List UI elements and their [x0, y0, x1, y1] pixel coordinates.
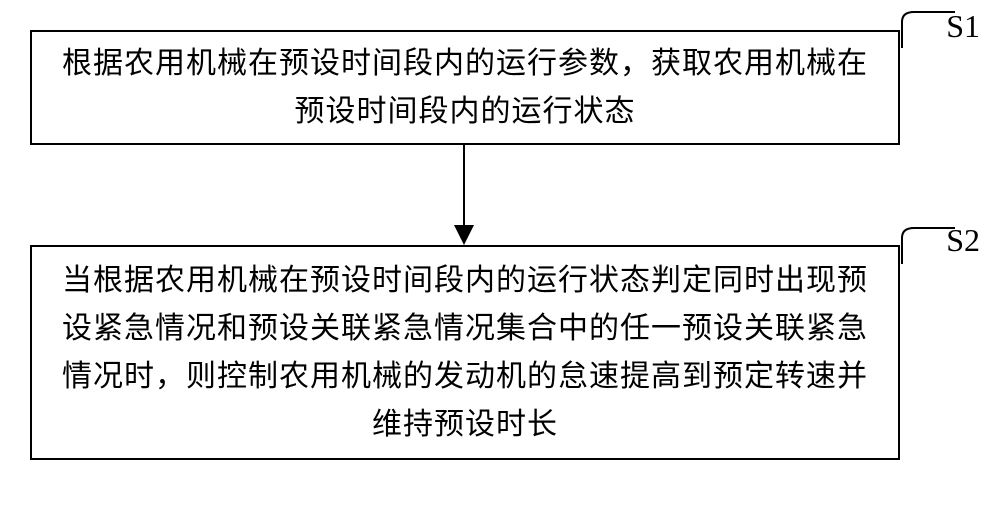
arrow-head-icon: [454, 225, 474, 245]
flowchart-node-s2: 当根据农用机械在预设时间段内的运行状态判定同时出现预设紧急情况和预设关联紧急情况…: [30, 245, 900, 460]
label-s2: S2: [946, 222, 980, 259]
label-s1: S1: [946, 8, 980, 45]
flowchart-container: 根据农用机械在预设时间段内的运行参数，获取农用机械在预设时间段内的运行状态 S1…: [0, 0, 1000, 527]
flowchart-node-s1: 根据农用机械在预设时间段内的运行参数，获取农用机械在预设时间段内的运行状态: [30, 30, 900, 145]
node-s1-text: 根据农用机械在预设时间段内的运行参数，获取农用机械在预设时间段内的运行状态: [62, 40, 868, 136]
node-s2-text: 当根据农用机械在预设时间段内的运行状态判定同时出现预设紧急情况和预设关联紧急情况…: [62, 257, 868, 449]
arrow-line: [463, 145, 465, 225]
